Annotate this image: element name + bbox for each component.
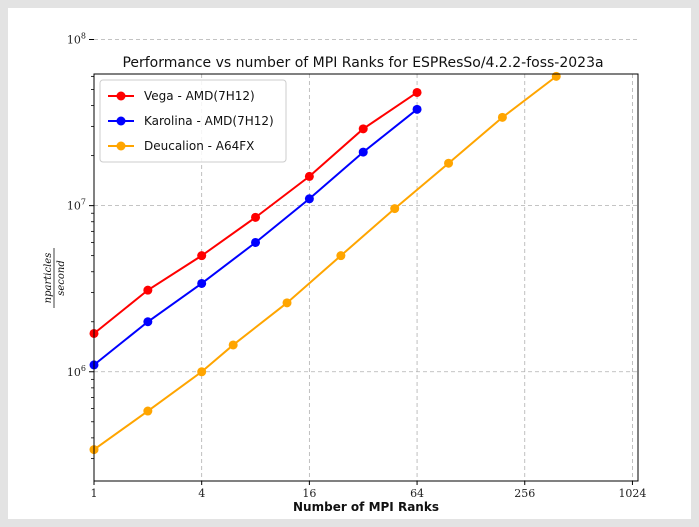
data-point: [412, 87, 422, 97]
axis-ticks: 1 4 16 64 256 1024 106 107 108: [67, 32, 647, 500]
y-tick-label: 108: [67, 32, 86, 47]
data-point: [551, 71, 561, 81]
performance-chart: Performance vs number of MPI Ranks for E…: [43, 32, 647, 514]
legend-marker: [116, 116, 126, 126]
y-axis-label-denominator: second: [56, 260, 67, 296]
data-point: [282, 298, 292, 308]
data-point: [304, 171, 314, 181]
data-point: [143, 406, 153, 416]
data-point: [358, 124, 368, 134]
data-point: [197, 367, 207, 377]
y-axis-label: nparticles second: [43, 248, 67, 308]
data-point: [228, 340, 238, 350]
data-point: [197, 278, 207, 288]
data-point: [143, 317, 153, 327]
data-point: [390, 204, 400, 214]
data-point: [197, 251, 207, 261]
series-line-2: [93, 75, 557, 451]
figure-frame: Performance vs number of MPI Ranks for E…: [8, 8, 691, 519]
legend-label: Vega - AMD(7H12): [144, 89, 255, 103]
data-point: [251, 237, 261, 247]
legend-box: [99, 79, 287, 163]
legend-label: Deucalion - A64FX: [144, 139, 254, 153]
y-axis-label-numerator: nparticles: [43, 253, 54, 304]
x-tick-label: 64: [410, 487, 424, 500]
plot-border: [93, 73, 639, 482]
x-tick-label: 256: [514, 487, 535, 500]
x-axis-label: Number of MPI Ranks: [293, 500, 439, 514]
legend: Vega - AMD(7H12) Karolina - AMD(7H12) Deuc…: [99, 79, 287, 163]
series-layer: [89, 71, 561, 455]
x-tick-label: 16: [302, 487, 316, 500]
legend-marker: [116, 91, 126, 101]
data-point: [358, 147, 368, 157]
legend-label: Karolina - AMD(7H12): [144, 114, 274, 128]
data-point: [251, 212, 261, 222]
x-tick-label: 4: [198, 487, 205, 500]
chart-title: Performance vs number of MPI Ranks for E…: [122, 55, 603, 71]
x-tick-label: 1024: [618, 487, 646, 500]
data-point: [412, 104, 422, 114]
legend-marker: [116, 141, 126, 151]
x-tick-label: 1: [91, 487, 98, 500]
data-point: [497, 112, 507, 122]
y-tick-label: 107: [67, 198, 86, 213]
data-point: [304, 194, 314, 204]
data-point: [143, 285, 153, 295]
data-point: [444, 158, 454, 168]
data-point: [336, 251, 346, 261]
y-tick-label: 106: [67, 364, 86, 379]
